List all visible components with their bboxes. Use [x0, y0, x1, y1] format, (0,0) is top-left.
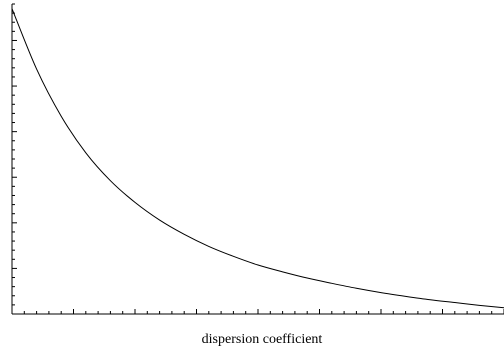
decay-curve: [11, 8, 504, 309]
x-ticks: [11, 309, 504, 314]
y-ticks: [12, 3, 17, 315]
x-axis-label: dispersion coefficient: [202, 332, 323, 347]
